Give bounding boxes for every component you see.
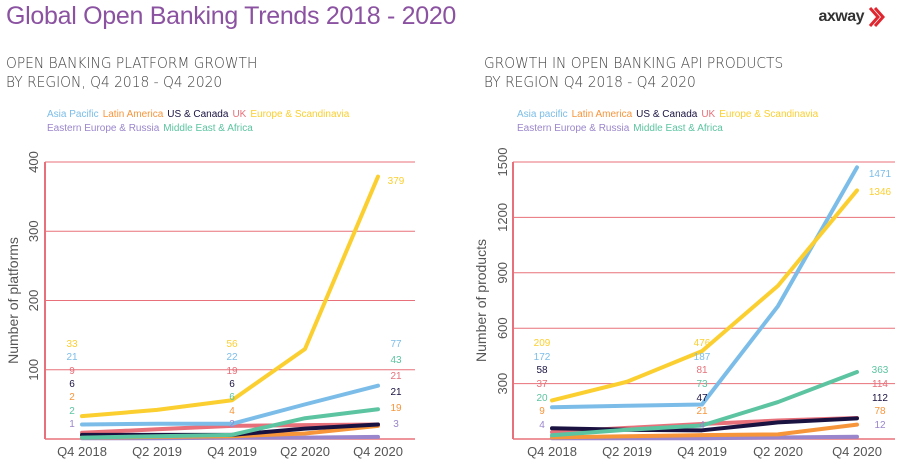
- data-label-us: 47: [696, 393, 708, 404]
- y-axis-label: Number of products: [473, 239, 489, 362]
- legend-item-latam: Latin America: [103, 109, 164, 120]
- y-tick-label: 1500: [495, 148, 510, 177]
- chart2-heading: GROWTH IN OPEN BANKING API PRODUCTS BY R…: [484, 54, 783, 92]
- data-label-uk: 114: [872, 379, 888, 390]
- data-label-latam: 19: [390, 403, 402, 414]
- data-label-mea: 20: [536, 393, 548, 404]
- series-line-uk: [80, 422, 380, 435]
- data-label-mea: 73: [696, 379, 708, 390]
- data-label-us: 58: [536, 365, 548, 376]
- data-label-mea: 43: [390, 355, 402, 366]
- series-line-asia: [80, 383, 380, 427]
- data-label-uk: 9: [69, 366, 75, 377]
- data-label-latam: 21: [696, 406, 708, 417]
- legend-item-mea: Middle East & Africa: [633, 123, 723, 134]
- data-label-latam: 4: [229, 406, 235, 417]
- y-tick-label: 300: [495, 373, 510, 395]
- data-label-asia: 22: [226, 352, 238, 363]
- logo-text: axway: [818, 8, 864, 25]
- data-label-uk: 19: [226, 366, 238, 377]
- data-label-asia: 172: [534, 352, 551, 363]
- series-line-latam: [550, 422, 859, 440]
- x-tick-label: Q2 2019: [602, 444, 652, 459]
- series-line-mea: [550, 369, 859, 438]
- legend-item-uk: UK: [701, 109, 715, 120]
- data-label-us: 6: [69, 379, 75, 390]
- x-tick-label: Q2 2019: [132, 444, 182, 459]
- legend-item-europe: Europe & Scandinavia: [250, 109, 349, 120]
- axway-chevron-icon: [868, 7, 886, 27]
- data-label-ee: 4: [539, 420, 545, 431]
- legend-item-asia: Asia pacific: [517, 109, 568, 120]
- data-label-us: 6: [229, 379, 235, 390]
- series-line-asia: [550, 165, 859, 410]
- chart1-heading: OPEN BANKING PLATFORM GROWTH BY REGION, …: [6, 54, 257, 92]
- legend-item-uk: UK: [232, 109, 246, 120]
- y-tick-label: 400: [26, 151, 41, 173]
- legend-item-us: US & Canada: [167, 109, 229, 120]
- axway-logo: axway: [818, 6, 888, 28]
- data-label-uk: 37: [536, 379, 548, 390]
- series-line-mea: [80, 407, 380, 440]
- data-label-europe: 209: [534, 338, 551, 349]
- legend-item-europe: Europe & Scandinavia: [719, 109, 818, 120]
- x-tick-label: Q4 2020: [832, 444, 882, 459]
- data-label-asia: 77: [390, 339, 402, 350]
- data-label-ee: 3: [393, 419, 399, 430]
- data-label-europe: 33: [66, 339, 78, 350]
- data-label-asia: 187: [694, 352, 711, 363]
- legend-item-ee: Eastern Europe & Russia: [47, 123, 160, 134]
- data-label-ee: 12: [874, 420, 886, 431]
- data-label-europe: 476: [694, 338, 711, 349]
- x-tick-label: Q4 2018: [527, 444, 577, 459]
- x-tick-label: Q4 2018: [57, 444, 107, 459]
- page-title: Global Open Banking Trends 2018 - 2020: [6, 2, 457, 30]
- legend-item-ee: Eastern Europe & Russia: [517, 123, 630, 134]
- data-label-ee: 1: [69, 419, 75, 430]
- y-tick-label: 900: [495, 262, 510, 284]
- y-tick-label: 100: [26, 359, 41, 381]
- data-label-asia: 1471: [869, 169, 892, 180]
- legend-item-us: US & Canada: [636, 109, 698, 120]
- x-tick-label: Q2 2020: [753, 444, 803, 459]
- data-label-europe: 56: [226, 339, 238, 350]
- data-label-us: 21: [390, 387, 402, 398]
- data-label-mea: 2: [69, 406, 75, 417]
- chart2-title: GROWTH IN OPEN BANKING API PRODUCTS: [484, 54, 784, 72]
- data-label-europe: 379: [388, 176, 405, 187]
- platform-growth-chart: Asia Pacific Latin America US & Canada UK Eu…: [5, 109, 415, 459]
- chart2-subtitle: BY REGION Q4 2018 - Q4 2020: [484, 73, 696, 91]
- legend-item-mea: Middle East & Africa: [163, 123, 253, 134]
- y-tick-label: 600: [495, 317, 510, 339]
- data-label-europe: 1346: [869, 187, 892, 198]
- data-label-mea: 363: [872, 365, 889, 376]
- data-label-uk: 21: [390, 371, 402, 382]
- x-tick-label: Q4 2019: [207, 444, 257, 459]
- data-label-us: 112: [872, 393, 888, 404]
- legend-item-asia: Asia Pacific: [47, 109, 99, 120]
- data-label-latam: 78: [874, 406, 886, 417]
- y-tick-label: 300: [26, 220, 41, 242]
- y-axis-label: Number of platforms: [5, 237, 21, 364]
- data-label-latam: 2: [69, 392, 75, 403]
- y-tick-label: 200: [26, 290, 41, 312]
- data-label-latam: 9: [539, 406, 545, 417]
- data-label-uk: 81: [696, 365, 708, 376]
- x-tick-label: Q2 2020: [280, 444, 330, 459]
- data-label-asia: 21: [66, 352, 78, 363]
- series-line-europe: [550, 188, 859, 403]
- y-tick-label: 1200: [495, 203, 510, 232]
- legend-item-latam: Latin America: [572, 109, 633, 120]
- data-label-ee: 4: [699, 420, 705, 431]
- chart1-subtitle: BY REGION, Q4 2018 - Q4 2020: [6, 73, 223, 91]
- series-line-us: [550, 416, 859, 433]
- x-tick-label: Q4 2020: [353, 444, 403, 459]
- series-line-europe: [80, 174, 380, 419]
- data-label-mea: 6: [229, 392, 235, 403]
- chart1-title: OPEN BANKING PLATFORM GROWTH: [6, 54, 258, 72]
- x-tick-label: Q4 2019: [677, 444, 727, 459]
- data-label-ee: 2: [229, 419, 235, 430]
- api-products-chart: Asia pacific Latin America US & Canada UK Eu…: [473, 109, 895, 459]
